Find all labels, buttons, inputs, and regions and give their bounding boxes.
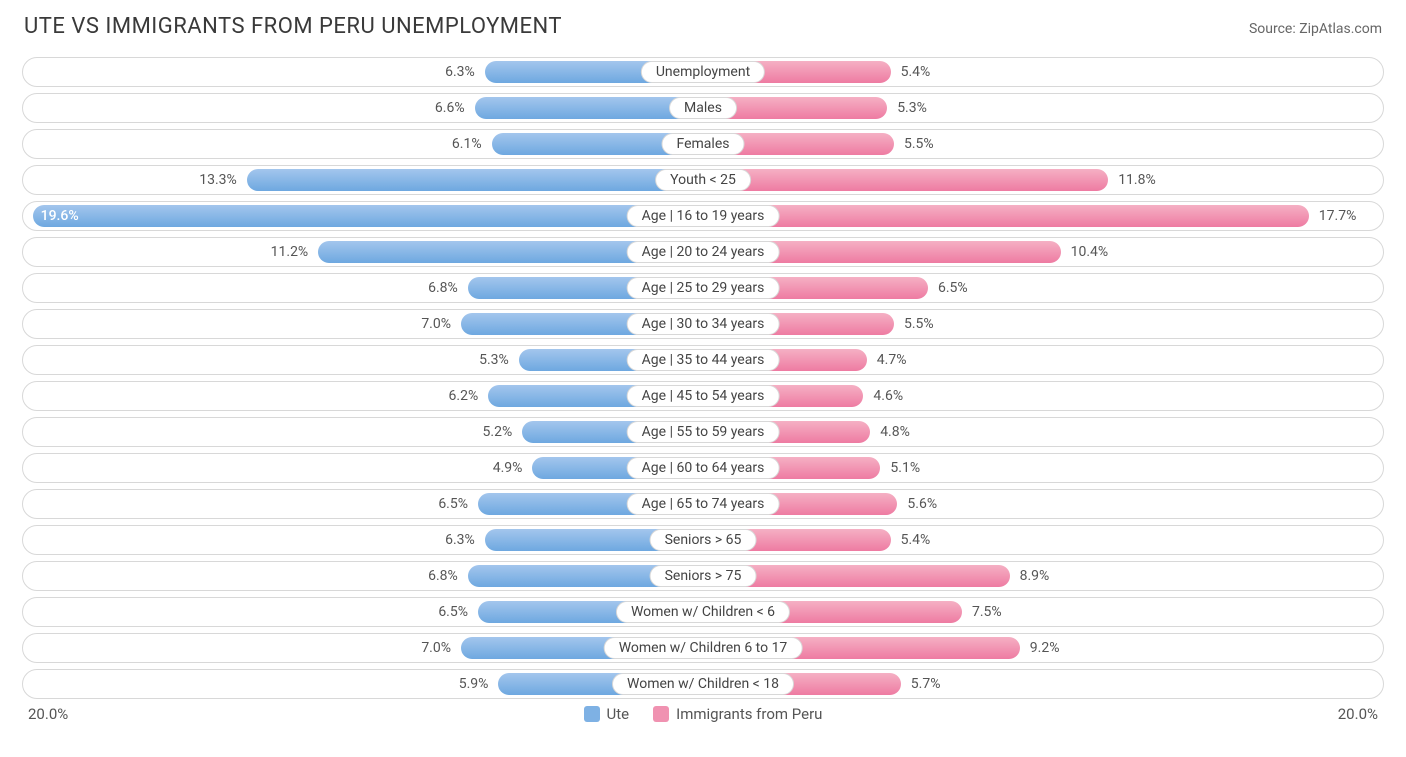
value-label-right: 5.7% [911,676,941,692]
chart-title: UTE VS IMMIGRANTS FROM PERU UNEMPLOYMENT [24,14,562,39]
category-label: Women w/ Children < 18 [612,673,794,695]
value-label-left: 11.2% [271,244,309,260]
bar-left: 6.6% [475,97,699,119]
bar-right: 17.7% [707,205,1309,227]
axis-max-left: 20.0% [28,705,68,723]
value-label-right: 4.7% [877,352,907,368]
value-label-right: 7.5% [972,604,1002,620]
category-label: Women w/ Children < 6 [616,601,790,623]
bar-left: 19.6% [33,205,699,227]
chart-row: 6.5% 5.6% Age | 65 to 74 years [22,489,1384,519]
value-label-left: 6.3% [445,532,475,548]
legend-label-left: Ute [607,705,630,723]
source-name: ZipAtlas.com [1299,21,1382,37]
value-label-right: 9.2% [1030,640,1060,656]
chart-row: 11.2% 10.4% Age | 20 to 24 years [22,237,1384,267]
value-label-right: 10.4% [1071,244,1109,260]
chart-row: 6.8% 8.9% Seniors > 75 [22,561,1384,591]
category-label: Age | 55 to 59 years [627,421,780,443]
chart-row: 6.3% 5.4% Unemployment [22,57,1384,87]
value-label-left: 5.2% [483,424,513,440]
chart-row: 13.3%11.8%Youth < 25 [22,165,1384,195]
value-label-right: 4.6% [873,388,903,404]
chart-row: 6.6% 5.3% Males [22,93,1384,123]
bar-right: 11.8% [707,169,1108,191]
value-label-left: 5.9% [459,676,489,692]
chart-row: 5.9% 5.7% Women w/ Children < 18 [22,669,1384,699]
value-label-right: 5.4% [901,532,931,548]
value-label-left: 6.6% [435,100,465,116]
category-label: Seniors > 75 [650,565,757,587]
value-label-right: 11.8% [1118,172,1156,188]
chart-row: 6.5% 7.5% Women w/ Children < 6 [22,597,1384,627]
category-label: Females [662,133,745,155]
chart-row: 7.0% 9.2% Women w/ Children 6 to 17 [22,633,1384,663]
chart-header: UTE VS IMMIGRANTS FROM PERU UNEMPLOYMENT… [22,14,1384,39]
legend-swatch-left [584,706,600,722]
value-label-left: 19.6% [41,208,79,224]
chart-row: 6.3% 5.4% Seniors > 65 [22,525,1384,555]
value-label-right: 5.4% [901,64,931,80]
value-label-left: 4.9% [493,460,523,476]
value-label-left: 6.1% [452,136,482,152]
category-label: Unemployment [641,61,765,83]
diverging-bar-chart: 6.3% 5.4% Unemployment 6.6% 5.3% Males 6.1% 5.5… [22,57,1384,699]
chart-row: 4.9% 5.1% Age | 60 to 64 years [22,453,1384,483]
value-label-right: 5.1% [890,460,920,476]
value-label-left: 6.2% [449,388,479,404]
value-label-left: 7.0% [421,316,451,332]
axis-max-right: 20.0% [1338,705,1378,723]
value-label-left: 7.0% [421,640,451,656]
legend-item-left: Ute [584,705,630,723]
value-label-right: 4.8% [880,424,910,440]
value-label-left: 6.8% [428,568,458,584]
value-label-left: 6.3% [445,64,475,80]
value-label-right: 5.3% [897,100,927,116]
category-label: Youth < 25 [655,169,751,191]
category-label: Women w/ Children 6 to 17 [604,637,803,659]
value-label-left: 6.5% [438,604,468,620]
chart-footer: 20.0% Ute Immigrants from Peru 20.0% [22,705,1384,723]
category-label: Age | 20 to 24 years [627,241,780,263]
chart-row: 6.2% 4.6% Age | 45 to 54 years [22,381,1384,411]
chart-source: Source: ZipAtlas.com [1249,21,1382,37]
value-label-right: 5.5% [904,316,934,332]
value-label-right: 6.5% [938,280,968,296]
category-label: Age | 35 to 44 years [627,349,780,371]
value-label-right: 8.9% [1020,568,1050,584]
chart-row: 5.3% 4.7% Age | 35 to 44 years [22,345,1384,375]
chart-row: 7.0% 5.5% Age | 30 to 34 years [22,309,1384,339]
category-label: Seniors > 65 [650,529,757,551]
bar-left: 13.3% [247,169,699,191]
chart-row: 6.8% 6.5% Age | 25 to 29 years [22,273,1384,303]
value-label-right: 17.7% [1319,208,1357,224]
category-label: Age | 60 to 64 years [627,457,780,479]
category-label: Age | 30 to 34 years [627,313,780,335]
chart-row: 5.2% 4.8% Age | 55 to 59 years [22,417,1384,447]
value-label-right: 5.5% [904,136,934,152]
value-label-right: 5.6% [907,496,937,512]
legend: Ute Immigrants from Peru [584,705,823,723]
category-label: Age | 45 to 54 years [627,385,780,407]
value-label-left: 6.5% [438,496,468,512]
category-label: Age | 65 to 74 years [627,493,780,515]
chart-row: 6.1% 5.5% Females [22,129,1384,159]
chart-row: 19.6%17.7%Age | 16 to 19 years [22,201,1384,231]
value-label-left: 5.3% [479,352,509,368]
legend-label-right: Immigrants from Peru [676,705,822,723]
value-label-left: 6.8% [428,280,458,296]
legend-item-right: Immigrants from Peru [653,705,822,723]
category-label: Age | 16 to 19 years [627,205,780,227]
source-prefix: Source: [1249,21,1299,37]
legend-swatch-right [653,706,669,722]
category-label: Age | 25 to 29 years [627,277,780,299]
category-label: Males [669,97,737,119]
value-label-left: 13.3% [199,172,237,188]
